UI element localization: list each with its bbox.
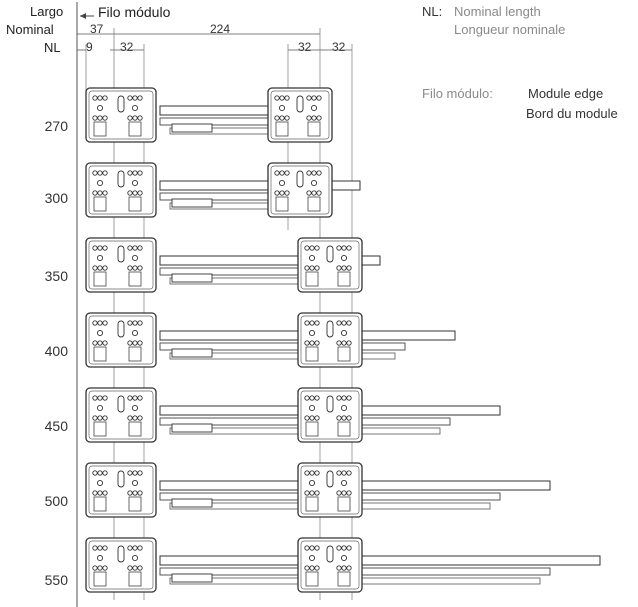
right-bracket — [297, 537, 363, 593]
row-label-450: 450 — [44, 418, 68, 434]
row-label-500: 500 — [44, 493, 68, 509]
legend-nl-en: Nominal length — [454, 4, 541, 19]
rail-lower — [169, 352, 396, 360]
legend-nl-fr: Longueur nominale — [454, 22, 566, 37]
catch-mechanism — [171, 348, 213, 358]
right-bracket — [267, 162, 333, 218]
rail-upper — [159, 180, 361, 191]
dimension-9: 9 — [86, 40, 93, 54]
row-label-400: 400 — [44, 343, 68, 359]
legend-edge-en: Module edge — [528, 86, 604, 101]
right-bracket — [297, 237, 363, 293]
slide-row-5 — [85, 462, 551, 518]
rail-upper — [159, 255, 381, 266]
legend-edge-key: Filo módulo: — [422, 86, 493, 101]
row-label-550: 550 — [44, 572, 68, 588]
axis-title-nominal: Nominal — [6, 22, 54, 37]
catch-mechanism — [171, 273, 213, 283]
edge-arrow-head — [80, 13, 86, 19]
left-bracket — [85, 87, 157, 143]
slide-row-3 — [85, 312, 456, 368]
slide-row-1 — [85, 162, 361, 218]
right-bracket — [297, 462, 363, 518]
rail-upper — [159, 555, 601, 566]
catch-mechanism — [171, 123, 213, 133]
left-bracket — [85, 312, 157, 368]
module-edge-label: Filo módulo — [98, 4, 171, 20]
slide-row-2 — [85, 237, 381, 293]
catch-mechanism — [171, 198, 213, 208]
slide-row-0 — [85, 87, 333, 143]
right-bracket — [267, 87, 333, 143]
row-label-270: 270 — [44, 118, 68, 134]
dimension-32-left: 32 — [120, 40, 134, 54]
catch-mechanism — [171, 423, 213, 433]
left-bracket — [85, 162, 157, 218]
legend-edge-fr: Bord du module — [526, 106, 618, 121]
left-bracket — [85, 537, 157, 593]
row-label-300: 300 — [44, 190, 68, 206]
dimension-32-right-a: 32 — [298, 40, 312, 54]
legend-nl-key: NL: — [422, 4, 443, 19]
catch-mechanism — [171, 573, 213, 583]
left-bracket — [85, 237, 157, 293]
dimension-224: 224 — [210, 22, 231, 36]
right-bracket — [297, 387, 363, 443]
right-bracket — [297, 312, 363, 368]
dimension-37: 37 — [90, 22, 104, 36]
left-bracket — [85, 462, 157, 518]
catch-mechanism — [171, 498, 213, 508]
rail-middle — [159, 342, 406, 351]
axis-title-largo: Largo — [30, 4, 64, 19]
slide-row-6 — [85, 537, 601, 593]
row-label-350: 350 — [44, 268, 68, 284]
left-bracket — [85, 387, 157, 443]
slide-row-4 — [85, 387, 501, 443]
dimension-32-right-b: 32 — [332, 40, 346, 54]
axis-title-nl: NL — [44, 40, 61, 55]
